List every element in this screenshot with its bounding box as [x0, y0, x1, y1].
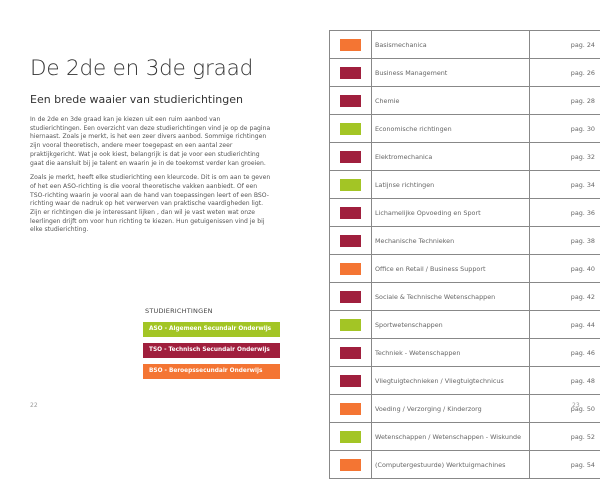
page-reference: pag. 24 — [530, 31, 600, 59]
color-swatch-tso — [340, 347, 361, 359]
legend-label-aso: ASO - Algemeen Secundair Onderwijs — [149, 326, 271, 332]
color-swatch-bso — [340, 39, 361, 51]
studierichting-name: Elektromechanica — [372, 143, 530, 171]
table-row[interactable]: Wetenschappen / Wetenschappen - Wiskunde… — [330, 423, 600, 451]
page-reference: pag. 54 — [530, 451, 600, 479]
studierichting-name: Basismechanica — [372, 31, 530, 59]
studierichting-name: Business Management — [372, 59, 530, 87]
color-swatch-aso — [340, 431, 361, 443]
page-subtitle: Een brede waaier van studierichtingen — [30, 93, 243, 106]
color-swatch-cell — [330, 227, 372, 255]
page-number-right: 23 — [572, 402, 580, 409]
color-swatch-aso — [340, 179, 361, 191]
page-reference: pag. 28 — [530, 87, 600, 115]
page-reference: pag. 36 — [530, 199, 600, 227]
intro-text: In de 2de en 3de graad kan je kiezen uit… — [30, 116, 272, 241]
page-reference: pag. 44 — [530, 311, 600, 339]
page-reference: pag. 32 — [530, 143, 600, 171]
studierichting-name: Sociale & Technische Wetenschappen — [372, 283, 530, 311]
legend-label-bso: BSO - Beroepssecundair Onderwijs — [149, 368, 262, 374]
page-title: De 2de en 3de graad — [30, 56, 253, 81]
studierichting-name: Office en Retail / Business Support — [372, 255, 530, 283]
studierichting-name: Chemie — [372, 87, 530, 115]
color-swatch-bso — [340, 263, 361, 275]
studierichting-name: Vliegtuigtechnieken / Vliegtuigtechnicus — [372, 367, 530, 395]
color-swatch-cell — [330, 171, 372, 199]
color-swatch-aso — [340, 123, 361, 135]
color-swatch-tso — [340, 375, 361, 387]
color-swatch-tso — [340, 207, 361, 219]
intro-paragraph-1: In de 2de en 3de graad kan je kiezen uit… — [30, 116, 272, 168]
legend-label-tso: TSO - Technisch Secundair Onderwijs — [149, 347, 270, 353]
color-swatch-tso — [340, 291, 361, 303]
color-swatch-cell — [330, 115, 372, 143]
color-swatch-tso — [340, 151, 361, 163]
legend-item-tso: TSO - Technisch Secundair Onderwijs — [143, 343, 280, 358]
color-swatch-cell — [330, 255, 372, 283]
table-row[interactable]: Vliegtuigtechnieken / Vliegtuigtechnicus… — [330, 367, 600, 395]
page-reference: pag. 42 — [530, 283, 600, 311]
color-swatch-cell — [330, 59, 372, 87]
page-reference: pag. 46 — [530, 339, 600, 367]
studierichting-name: Lichamelijke Opvoeding en Sport — [372, 199, 530, 227]
color-swatch-tso — [340, 67, 361, 79]
studierichting-name: Wetenschappen / Wetenschappen - Wiskunde — [372, 423, 530, 451]
legend: STUDIERICHTINGEN ASO - Algemeen Secundai… — [143, 307, 280, 385]
page-reference: pag. 50 — [530, 395, 600, 423]
color-swatch-cell — [330, 367, 372, 395]
color-swatch-tso — [340, 235, 361, 247]
color-swatch-cell — [330, 423, 372, 451]
page-reference: pag. 26 — [530, 59, 600, 87]
studierichting-name: (Computergestuurde) Werktuigmachines — [372, 451, 530, 479]
intro-paragraph-2: Zoals je merkt, heeft elke studierichtin… — [30, 174, 272, 235]
color-swatch-cell — [330, 283, 372, 311]
color-swatch-cell — [330, 143, 372, 171]
studierichting-name: Techniek - Wetenschappen — [372, 339, 530, 367]
page-reference: pag. 48 — [530, 367, 600, 395]
studierichting-name: Latijnse richtingen — [372, 171, 530, 199]
color-swatch-cell — [330, 199, 372, 227]
legend-title: STUDIERICHTINGEN — [145, 307, 280, 315]
page-reference: pag. 30 — [530, 115, 600, 143]
color-swatch-cell — [330, 451, 372, 479]
studierichting-name: Voeding / Verzorging / Kinderzorg — [372, 395, 530, 423]
color-swatch-cell — [330, 87, 372, 115]
legend-item-bso: BSO - Beroepssecundair Onderwijs — [143, 364, 280, 379]
color-swatch-bso — [340, 403, 361, 415]
page-reference: pag. 52 — [530, 423, 600, 451]
color-swatch-cell — [330, 339, 372, 367]
color-swatch-cell — [330, 311, 372, 339]
color-swatch-aso — [340, 319, 361, 331]
color-swatch-cell — [330, 31, 372, 59]
page-reference: pag. 40 — [530, 255, 600, 283]
color-swatch-bso — [340, 459, 361, 471]
studierichting-name: Sportwetenschappen — [372, 311, 530, 339]
page-reference: pag. 34 — [530, 171, 600, 199]
left-page: De 2de en 3de graad Een brede waaier van… — [0, 0, 300, 424]
legend-item-aso: ASO - Algemeen Secundair Onderwijs — [143, 322, 280, 337]
color-swatch-cell — [330, 395, 372, 423]
page-number-left: 22 — [30, 402, 38, 409]
studierichting-name: Mechanische Technieken — [372, 227, 530, 255]
studierichting-name: Economische richtingen — [372, 115, 530, 143]
page-reference: pag. 38 — [530, 227, 600, 255]
color-swatch-tso — [340, 95, 361, 107]
